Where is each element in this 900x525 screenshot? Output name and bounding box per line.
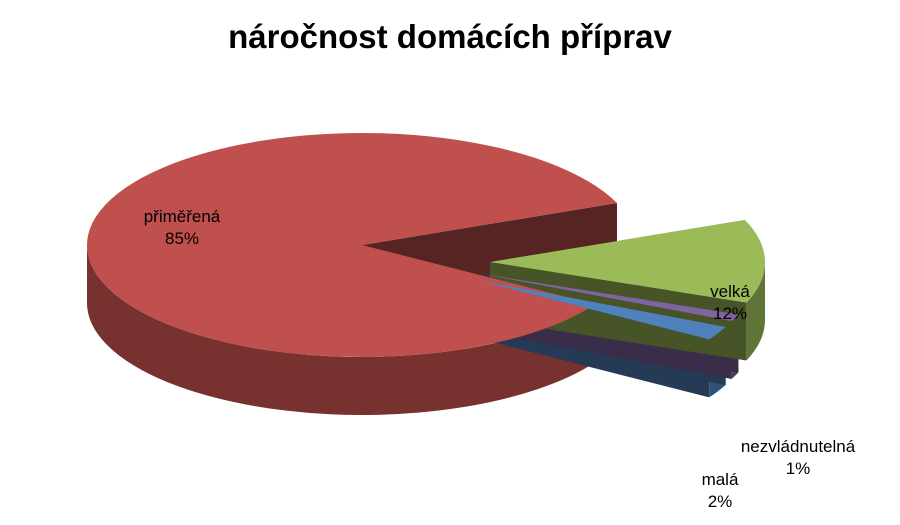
slice-label-nezvladnutelna: nezvládnutelná 1% (741, 437, 856, 478)
pie-slice-mala (476, 280, 726, 340)
slice-label-primerena: přiměřená 85% (144, 207, 221, 248)
pie-slice-nezvladnutelna (482, 274, 739, 321)
pie-slice-primerena (87, 132, 617, 358)
pie-slice-velka (490, 220, 765, 303)
slice-label-velka: velká 12% (710, 282, 750, 323)
pie-side-primerena (87, 245, 596, 415)
pie-side-velka (746, 262, 765, 361)
slice-label-mala: malá 2% (702, 470, 739, 511)
chart-title: náročnost domácích příprav (228, 18, 672, 55)
